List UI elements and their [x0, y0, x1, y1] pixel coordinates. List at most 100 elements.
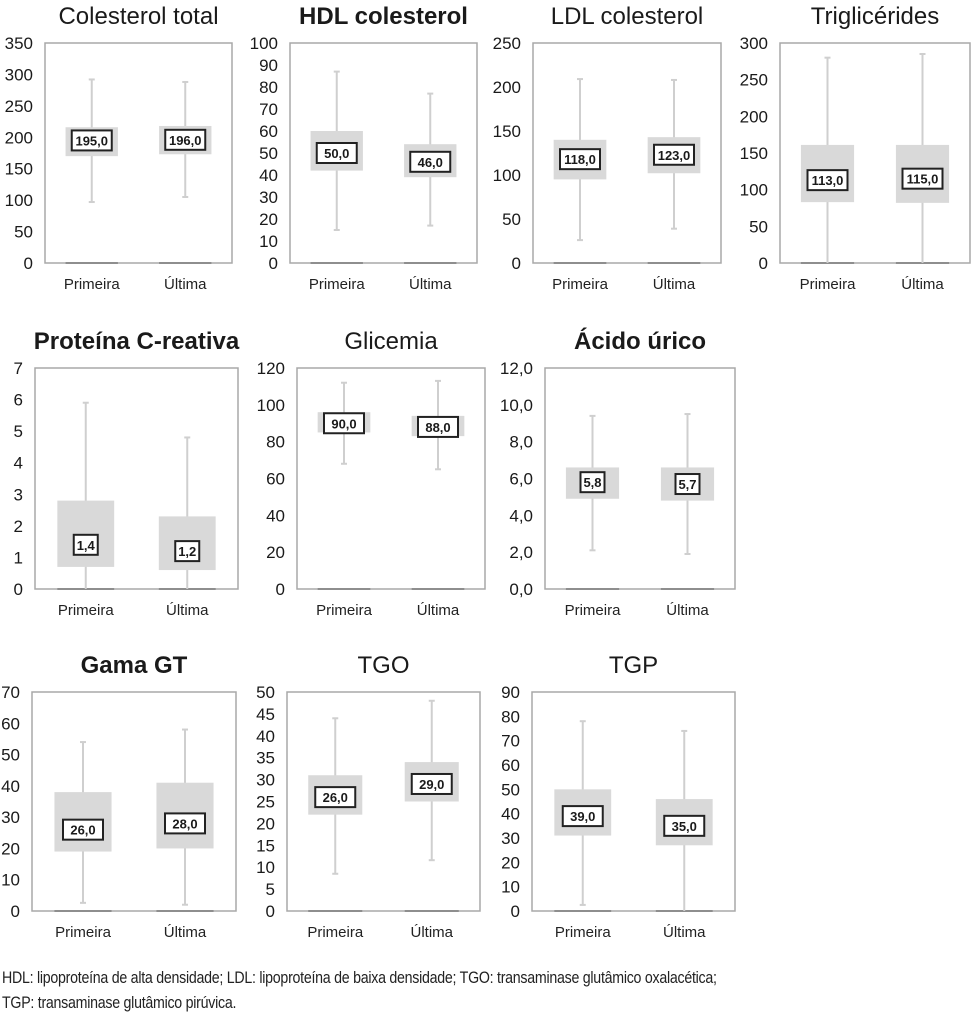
median-label: 39,0	[570, 809, 595, 824]
y-tick-label: 200	[5, 128, 33, 147]
median-label: 35,0	[672, 819, 697, 834]
x-category-label: Primeira	[64, 276, 120, 293]
y-tick-label: 20	[266, 543, 285, 562]
median-label-box	[314, 786, 357, 809]
y-tick-label: 10,0	[500, 396, 533, 415]
boxplot-gama-gt: Gama GT 0 10 20 30 40 50 60 70 26,0 Primeira 28,0 Úl…	[1, 652, 237, 941]
x-category-label: Primeira	[800, 276, 856, 293]
chart-title: Ácido úrico	[574, 327, 706, 355]
median-label-box	[561, 805, 604, 828]
median-label-box	[174, 540, 201, 563]
y-tick-label: 10	[259, 232, 278, 251]
boxplot-tgp: TGP 0 10 20 30 40 50 60 70 80 90 39,0 Primeira 35,0 Úl…	[501, 652, 736, 941]
y-tick-label: 10	[501, 878, 520, 897]
median-label: 50,0	[324, 146, 349, 161]
y-tick-label: 30	[259, 188, 278, 207]
x-category-label: Primeira	[307, 924, 363, 941]
y-tick-label: 100	[5, 191, 33, 210]
y-tick-label: 150	[5, 160, 33, 179]
plot-frame	[296, 367, 486, 590]
chart-title: Colesterol total	[58, 3, 218, 30]
median-label-box	[579, 471, 606, 494]
y-tick-label: 5	[14, 422, 23, 441]
y-tick-label: 150	[493, 122, 521, 141]
median-label: 118,0	[564, 152, 596, 167]
y-tick-label: 8,0	[509, 433, 533, 452]
median-label: 196,0	[169, 133, 202, 148]
y-tick-label: 90	[501, 683, 520, 702]
y-tick-label: 100	[740, 181, 768, 200]
median-label-box	[653, 143, 695, 166]
y-tick-label: 350	[5, 34, 33, 53]
median-label-box	[417, 415, 459, 438]
x-category-label: Primeira	[565, 602, 621, 619]
y-tick-label: 60	[501, 756, 520, 775]
median-label: 5,8	[583, 475, 601, 490]
y-tick-label: 100	[493, 166, 521, 185]
median-label: 26,0	[70, 823, 95, 838]
y-tick-label: 80	[266, 433, 285, 452]
median-label-box	[70, 129, 113, 152]
y-tick-label: 250	[493, 34, 521, 53]
y-tick-label: 0	[14, 580, 23, 599]
y-tick-label: 80	[501, 707, 520, 726]
x-category-label: Primeira	[309, 276, 365, 293]
x-category-label: Primeira	[552, 276, 608, 293]
y-tick-label: 0	[266, 902, 275, 921]
median-label: 28,0	[172, 816, 197, 831]
y-tick-label: 70	[501, 732, 520, 751]
y-tick-label: 50	[14, 223, 33, 242]
y-tick-label: 3	[14, 485, 23, 504]
median-label: 90,0	[331, 416, 356, 431]
x-category-label: Última	[901, 276, 944, 293]
y-tick-label: 45	[256, 705, 275, 724]
y-tick-label: 250	[740, 71, 768, 90]
y-tick-label: 20	[501, 853, 520, 872]
y-tick-label: 50	[749, 217, 768, 236]
y-tick-label: 0	[269, 254, 278, 273]
y-tick-label: 20	[256, 814, 275, 833]
y-tick-label: 80	[259, 78, 278, 97]
x-category-label: Última	[417, 602, 460, 619]
y-tick-label: 1	[14, 548, 23, 567]
y-tick-label: 50	[256, 683, 275, 702]
median-label: 123,0	[658, 148, 691, 163]
y-tick-label: 70	[259, 100, 278, 119]
chart-title: Gama GT	[81, 652, 188, 679]
y-tick-label: 40	[259, 166, 278, 185]
median-label-box	[164, 128, 207, 151]
chart-title: TGP	[609, 652, 658, 679]
y-tick-label: 40	[501, 805, 520, 824]
chart-title: Proteína C-reativa	[34, 328, 240, 355]
boxplot-colesterol-total: Colesterol total 0 50 100 150 200 250 300 350 195…	[5, 3, 233, 293]
boxplot-triglic-rides: Triglicérides 0 50 100 150 200 250 300 113,0 Prim…	[740, 3, 971, 293]
y-tick-label: 20	[1, 839, 20, 858]
median-label: 195,0	[75, 133, 108, 148]
median-label: 1,4	[77, 538, 96, 553]
x-category-label: Primeira	[58, 602, 114, 619]
y-tick-label: 6,0	[509, 470, 533, 489]
median-label-box	[323, 412, 365, 435]
y-tick-label: 50	[502, 210, 521, 229]
y-tick-label: 5	[266, 880, 275, 899]
y-tick-label: 0,0	[509, 580, 533, 599]
x-category-label: Primeira	[316, 602, 372, 619]
x-category-label: Última	[409, 276, 452, 293]
y-tick-label: 30	[256, 771, 275, 790]
boxplot-grid: Colesterol total050100150200250300350195…	[1, 3, 971, 941]
median-label: 46,0	[418, 155, 443, 170]
y-tick-label: 100	[250, 34, 278, 53]
y-tick-label: 40	[266, 506, 285, 525]
median-label-box	[62, 818, 104, 841]
median-label-box	[409, 150, 452, 173]
boxplot-glicemia: Glicemia 0 20 40 60 80 100 120 90,0 Primeira 88,0 Ú…	[257, 328, 486, 619]
median-label-box	[410, 772, 453, 795]
y-tick-label: 35	[256, 749, 275, 768]
y-tick-label: 250	[5, 97, 33, 116]
chart-title: Glicemia	[344, 328, 438, 355]
median-label-box	[674, 473, 701, 496]
y-tick-label: 4	[14, 454, 23, 473]
y-tick-label: 0	[512, 254, 521, 273]
x-category-label: Primeira	[55, 924, 111, 941]
y-tick-label: 150	[740, 144, 768, 163]
